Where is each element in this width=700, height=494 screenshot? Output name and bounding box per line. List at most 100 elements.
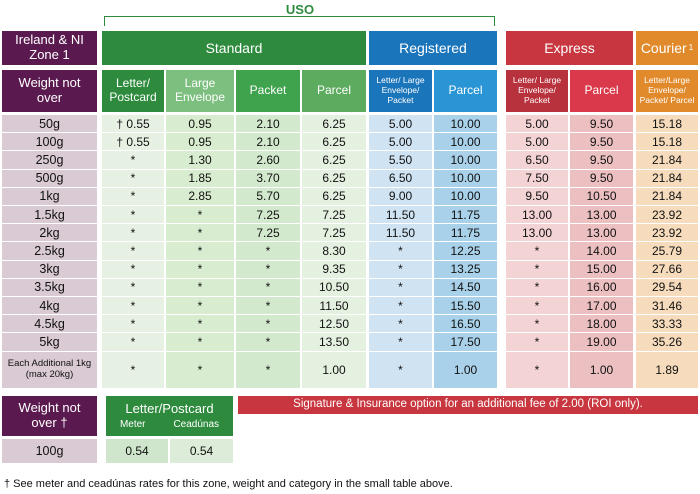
cell-reg-parcel: 15.50 bbox=[434, 297, 497, 315]
cell-std-packet: * bbox=[236, 260, 300, 278]
small-ceadunas-value: 0.54 bbox=[170, 439, 233, 463]
cell-std-letter: * bbox=[102, 297, 164, 315]
cell-exp-letter: * bbox=[506, 351, 568, 388]
cell-std-packet: 7.25 bbox=[236, 206, 300, 224]
cell-std-packet: 2.10 bbox=[236, 133, 300, 151]
cell-reg-letter: * bbox=[369, 260, 432, 278]
small-weight-header: Weight not over † bbox=[2, 396, 97, 436]
weight-cell: Each Additional 1kg (max 20kg) bbox=[2, 351, 97, 388]
cell-courier: 21.84 bbox=[636, 151, 698, 169]
cell-exp-letter: * bbox=[506, 278, 568, 296]
weight-cell: 2kg bbox=[2, 224, 97, 242]
uso-bracket bbox=[104, 16, 495, 26]
signature-note: Signature & Insurance option for an addi… bbox=[238, 396, 698, 414]
cell-std-parcel: 6.25 bbox=[302, 169, 366, 187]
cell-reg-letter: 9.00 bbox=[369, 187, 432, 205]
weight-cell: 2.5kg bbox=[2, 242, 97, 260]
cell-exp-parcel: 1.00 bbox=[570, 351, 633, 388]
cell-reg-letter: * bbox=[369, 297, 432, 315]
cell-std-parcel: 8.30 bbox=[302, 242, 366, 260]
cell-std-parcel: 6.25 bbox=[302, 187, 366, 205]
cell-std-large: * bbox=[166, 206, 234, 224]
cell-std-large: 1.30 bbox=[166, 151, 234, 169]
small-table-title: Letter/Postcard bbox=[125, 401, 214, 416]
cell-exp-parcel: 9.50 bbox=[570, 133, 633, 151]
weight-cell: 1kg bbox=[2, 187, 97, 205]
cell-reg-letter: 11.50 bbox=[369, 224, 432, 242]
cell-exp-letter: 13.00 bbox=[506, 224, 568, 242]
cell-exp-letter: * bbox=[506, 333, 568, 351]
cell-reg-parcel: 11.75 bbox=[434, 224, 497, 242]
cell-courier: 1.89 bbox=[636, 351, 698, 388]
cell-reg-parcel: 11.75 bbox=[434, 206, 497, 224]
cell-std-parcel: 6.25 bbox=[302, 151, 366, 169]
cell-std-letter: † 0.55 bbox=[102, 115, 164, 133]
cell-exp-parcel: 14.00 bbox=[570, 242, 633, 260]
cell-std-parcel: 6.25 bbox=[302, 133, 366, 151]
cell-reg-letter: 5.50 bbox=[369, 151, 432, 169]
cell-std-large: * bbox=[166, 242, 234, 260]
cell-std-large: * bbox=[166, 278, 234, 296]
footnote: † See meter and ceadúnas rates for this … bbox=[4, 478, 453, 490]
small-col-ceadunas: Ceadúnas bbox=[173, 419, 220, 430]
group-registered: Registered bbox=[369, 31, 497, 65]
cell-exp-parcel: 17.00 bbox=[570, 297, 633, 315]
cell-exp-letter: 7.50 bbox=[506, 169, 568, 187]
cell-reg-parcel: 10.00 bbox=[434, 115, 497, 133]
cell-reg-letter: * bbox=[369, 242, 432, 260]
cell-std-packet: * bbox=[236, 242, 300, 260]
cell-std-packet: 7.25 bbox=[236, 224, 300, 242]
cell-std-letter: * bbox=[102, 206, 164, 224]
cell-exp-parcel: 9.50 bbox=[570, 151, 633, 169]
subheader-courier: Letter/Large Envelope/ Packet/ Parcel bbox=[636, 70, 698, 112]
cell-exp-parcel: 9.50 bbox=[570, 169, 633, 187]
group-express-label: Express bbox=[544, 39, 595, 56]
cell-std-packet: * bbox=[236, 278, 300, 296]
cell-reg-parcel: 12.25 bbox=[434, 242, 497, 260]
group-standard: Standard bbox=[102, 31, 366, 65]
cell-exp-letter: * bbox=[506, 260, 568, 278]
cell-exp-parcel: 10.50 bbox=[570, 187, 633, 205]
subheader-exp-parcel: Parcel bbox=[570, 70, 633, 112]
cell-exp-letter: 5.00 bbox=[506, 115, 568, 133]
weight-cell: 50g bbox=[2, 115, 97, 133]
small-col-meter: Meter bbox=[119, 419, 146, 430]
cell-std-packet: * bbox=[236, 333, 300, 351]
cell-std-parcel: 9.35 bbox=[302, 260, 366, 278]
cell-std-packet: * bbox=[236, 297, 300, 315]
cell-reg-parcel: 10.00 bbox=[434, 187, 497, 205]
cell-std-large: 2.85 bbox=[166, 187, 234, 205]
cell-courier: 27.66 bbox=[636, 260, 698, 278]
cell-reg-letter: 11.50 bbox=[369, 206, 432, 224]
cell-exp-parcel: 19.00 bbox=[570, 333, 633, 351]
cell-std-large: 1.85 bbox=[166, 169, 234, 187]
group-registered-label: Registered bbox=[399, 39, 467, 56]
cell-courier: 23.92 bbox=[636, 206, 698, 224]
cell-std-large: * bbox=[166, 315, 234, 333]
cell-std-packet: 3.70 bbox=[236, 169, 300, 187]
cell-reg-parcel: 13.25 bbox=[434, 260, 497, 278]
cell-std-large: * bbox=[166, 297, 234, 315]
cell-reg-parcel: 14.50 bbox=[434, 278, 497, 296]
cell-std-letter: † 0.55 bbox=[102, 133, 164, 151]
cell-std-large: * bbox=[166, 351, 234, 388]
cell-courier: 23.92 bbox=[636, 224, 698, 242]
cell-std-letter: * bbox=[102, 151, 164, 169]
cell-courier: 33.33 bbox=[636, 315, 698, 333]
cell-courier: 31.46 bbox=[636, 297, 698, 315]
cell-exp-letter: * bbox=[506, 297, 568, 315]
cell-exp-letter: 5.00 bbox=[506, 133, 568, 151]
cell-reg-letter: * bbox=[369, 278, 432, 296]
cell-std-large: 0.95 bbox=[166, 115, 234, 133]
cell-std-parcel: 10.50 bbox=[302, 278, 366, 296]
cell-std-packet: 5.70 bbox=[236, 187, 300, 205]
cell-exp-parcel: 13.00 bbox=[570, 206, 633, 224]
cell-reg-parcel: 10.00 bbox=[434, 169, 497, 187]
cell-reg-parcel: 17.50 bbox=[434, 333, 497, 351]
weight-cell: 4kg bbox=[2, 297, 97, 315]
cell-std-large: * bbox=[166, 260, 234, 278]
cell-std-packet: * bbox=[236, 315, 300, 333]
cell-exp-parcel: 13.00 bbox=[570, 224, 633, 242]
cell-reg-letter: 5.00 bbox=[369, 115, 432, 133]
weight-header: Weight not over bbox=[2, 70, 97, 112]
